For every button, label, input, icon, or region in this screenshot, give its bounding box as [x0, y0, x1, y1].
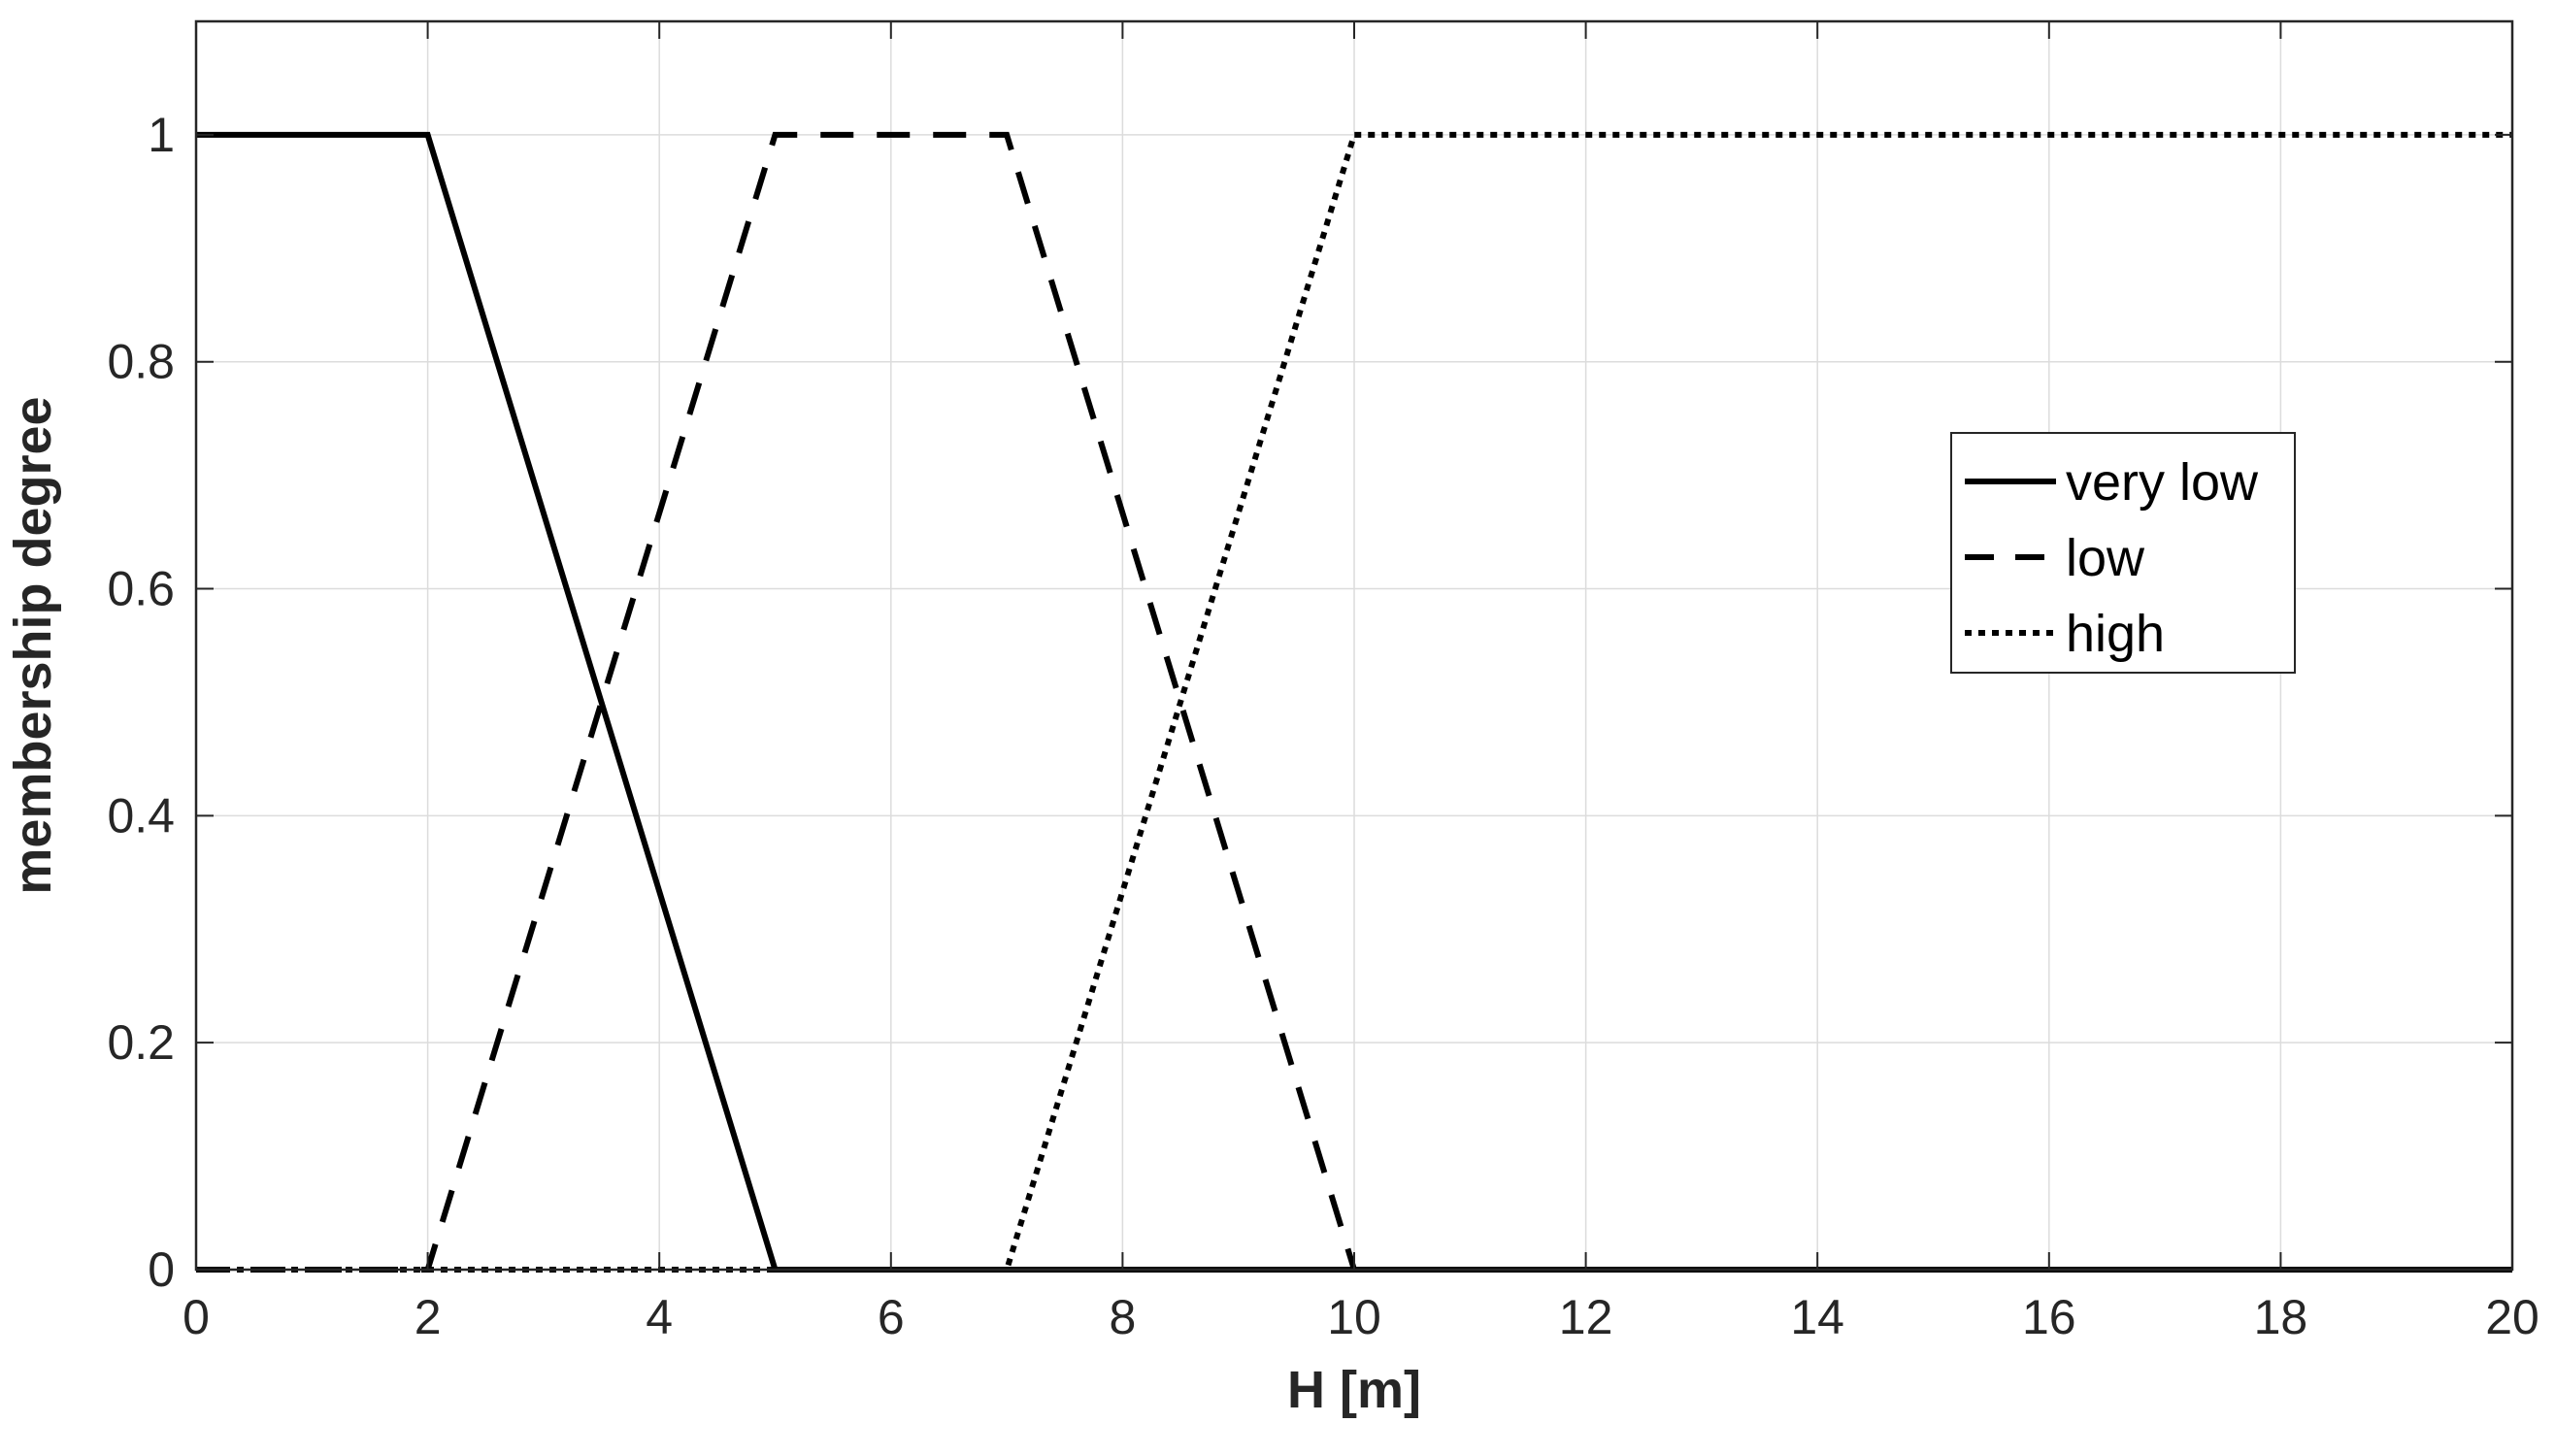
x-tick-label: 4: [646, 1290, 673, 1344]
ticks: 0 2 4 6 8 10 12 14 16 18 20 0 0.2 0.4 0.6 0.8 1: [107, 21, 2539, 1344]
x-tick-label: 16: [2022, 1290, 2076, 1344]
x-tick-label: 8: [1109, 1290, 1136, 1344]
y-tick-label: 0.4: [107, 788, 175, 843]
x-tick-label: 2: [415, 1290, 442, 1344]
y-tick-label: 0: [148, 1242, 175, 1297]
y-tick-label: 1: [148, 108, 175, 162]
y-tick-label: 0.8: [107, 335, 175, 389]
x-axis-title: H [m]: [1287, 1361, 1421, 1419]
y-tick-label: 0.6: [107, 562, 175, 616]
y-tick-label: 0.2: [107, 1015, 175, 1070]
x-tick-label: 18: [2254, 1290, 2308, 1344]
legend-label: low: [2066, 529, 2145, 587]
x-tick-label: 20: [2485, 1290, 2539, 1344]
x-tick-label: 14: [1790, 1290, 1844, 1344]
x-tick-label: 6: [878, 1290, 905, 1344]
series-line-high: [196, 131, 2512, 1273]
legend-label: high: [2066, 605, 2165, 663]
y-axis-title: membership degree: [4, 396, 62, 894]
x-tick-label: 10: [1327, 1290, 1381, 1344]
legend-label: very low: [2066, 453, 2259, 512]
legend: very low low high: [1950, 432, 2296, 674]
x-tick-label: 0: [182, 1290, 210, 1344]
x-tick-label: 12: [1559, 1290, 1613, 1344]
